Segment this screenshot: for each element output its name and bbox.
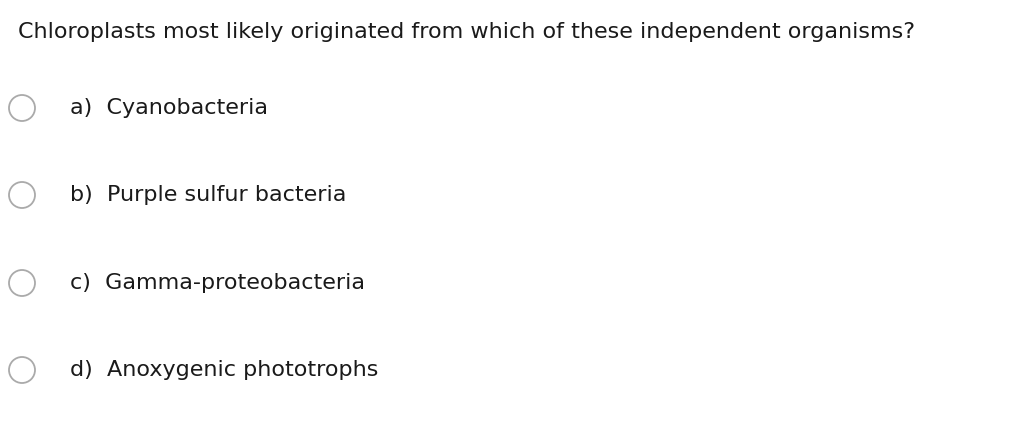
Text: c)  Gamma-proteobacteria: c) Gamma-proteobacteria [70,273,365,293]
Circle shape [9,182,35,208]
Circle shape [9,357,35,383]
Text: a)  Cyanobacteria: a) Cyanobacteria [70,98,268,118]
Text: Chloroplasts most likely originated from which of these independent organisms?: Chloroplasts most likely originated from… [18,22,915,42]
Circle shape [9,270,35,296]
Circle shape [9,95,35,121]
Text: d)  Anoxygenic phototrophs: d) Anoxygenic phototrophs [70,360,378,380]
Text: b)  Purple sulfur bacteria: b) Purple sulfur bacteria [70,185,346,205]
